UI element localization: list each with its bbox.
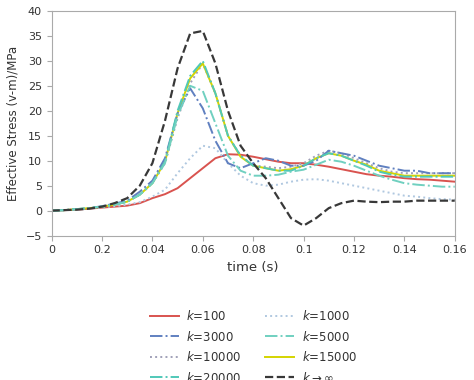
Legend: $k$=100, $k$=3000, $k$=10000, $k$=20000, $k$=1000, $k$=5000, $k$=15000, $k\right: $k$=100, $k$=3000, $k$=10000, $k$=20000,…	[145, 304, 362, 380]
Y-axis label: Effective Stress (v-m)/MPa: Effective Stress (v-m)/MPa	[7, 46, 20, 201]
X-axis label: time (s): time (s)	[228, 261, 279, 274]
